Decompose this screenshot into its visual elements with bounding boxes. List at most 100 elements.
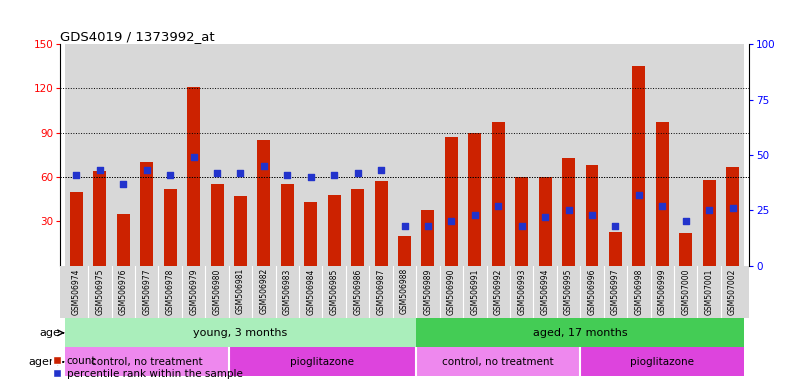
Bar	[417, 44, 440, 266]
Bar	[252, 44, 276, 266]
Bar	[440, 44, 463, 266]
Bar	[417, 347, 580, 376]
Point	[609, 223, 622, 229]
Text: GSM506977: GSM506977	[143, 268, 151, 315]
Bar	[557, 266, 580, 318]
Point	[328, 172, 340, 178]
Bar	[580, 347, 744, 376]
Text: GSM506996: GSM506996	[587, 268, 597, 315]
Point	[70, 172, 83, 178]
Bar	[205, 266, 229, 318]
Bar	[65, 44, 88, 266]
Point	[539, 214, 552, 220]
Bar	[323, 266, 346, 318]
Bar	[281, 184, 294, 266]
Bar	[609, 232, 622, 266]
Bar	[65, 318, 417, 347]
Text: GSM507001: GSM507001	[705, 268, 714, 314]
Bar	[88, 44, 111, 266]
Bar	[650, 44, 674, 266]
Bar	[211, 184, 223, 266]
Bar	[276, 266, 299, 318]
Point	[234, 169, 247, 175]
Bar	[650, 266, 674, 318]
Text: GSM506985: GSM506985	[330, 268, 339, 314]
Bar	[721, 266, 744, 318]
Point	[679, 218, 692, 224]
Bar	[721, 44, 744, 266]
Text: GSM506974: GSM506974	[72, 268, 81, 315]
Text: control, no treatment: control, no treatment	[91, 357, 203, 367]
Bar	[135, 266, 159, 318]
Bar	[135, 44, 159, 266]
Text: GSM506998: GSM506998	[634, 268, 643, 314]
Bar	[486, 266, 510, 318]
Bar	[674, 44, 698, 266]
Bar	[182, 266, 205, 318]
Text: GSM506993: GSM506993	[517, 268, 526, 315]
Bar	[257, 140, 271, 266]
Text: GSM506995: GSM506995	[564, 268, 573, 315]
Bar	[159, 44, 182, 266]
Bar	[463, 44, 486, 266]
Point	[469, 212, 481, 218]
Bar	[469, 133, 481, 266]
Bar	[299, 44, 323, 266]
Point	[163, 172, 176, 178]
Point	[445, 218, 458, 224]
Bar	[375, 182, 388, 266]
Text: GSM506975: GSM506975	[95, 268, 104, 315]
Text: agent: agent	[28, 357, 60, 367]
Bar	[159, 266, 182, 318]
Bar	[702, 180, 715, 266]
Point	[421, 223, 434, 229]
Point	[304, 174, 317, 180]
Bar	[323, 44, 346, 266]
Bar	[510, 44, 533, 266]
Point	[351, 169, 364, 175]
Bar	[557, 44, 580, 266]
Legend: count, percentile rank within the sample: count, percentile rank within the sample	[54, 356, 243, 379]
Text: GSM506991: GSM506991	[470, 268, 479, 314]
Bar	[627, 266, 650, 318]
Text: GSM506990: GSM506990	[447, 268, 456, 315]
Text: GSM506986: GSM506986	[353, 268, 362, 314]
Bar	[679, 233, 692, 266]
Text: pioglitazone: pioglitazone	[630, 357, 694, 367]
Bar	[111, 266, 135, 318]
Point	[94, 167, 107, 174]
Bar	[94, 171, 107, 266]
Bar	[421, 210, 434, 266]
Bar	[492, 122, 505, 266]
Bar	[533, 44, 557, 266]
Text: GSM506987: GSM506987	[376, 268, 385, 314]
Point	[187, 154, 200, 160]
Bar	[486, 44, 510, 266]
Text: control, no treatment: control, no treatment	[442, 357, 554, 367]
Bar	[205, 44, 229, 266]
Bar	[392, 44, 417, 266]
Bar	[346, 44, 369, 266]
Bar	[417, 266, 440, 318]
Bar	[698, 44, 721, 266]
Bar	[369, 266, 392, 318]
Text: GDS4019 / 1373992_at: GDS4019 / 1373992_at	[60, 30, 215, 43]
Point	[398, 223, 411, 229]
Bar	[182, 44, 205, 266]
Bar	[726, 167, 739, 266]
Point	[281, 172, 294, 178]
Text: GSM506988: GSM506988	[400, 268, 409, 314]
Point	[375, 167, 388, 174]
Bar	[299, 266, 323, 318]
Text: GSM506982: GSM506982	[260, 268, 268, 314]
Bar	[276, 44, 299, 266]
Bar	[627, 44, 650, 266]
Point	[562, 207, 575, 214]
Bar	[463, 266, 486, 318]
Bar	[234, 196, 247, 266]
Text: GSM506983: GSM506983	[283, 268, 292, 314]
Text: GSM506997: GSM506997	[611, 268, 620, 315]
Bar	[346, 266, 369, 318]
Text: age: age	[39, 328, 60, 338]
Bar	[398, 236, 411, 266]
